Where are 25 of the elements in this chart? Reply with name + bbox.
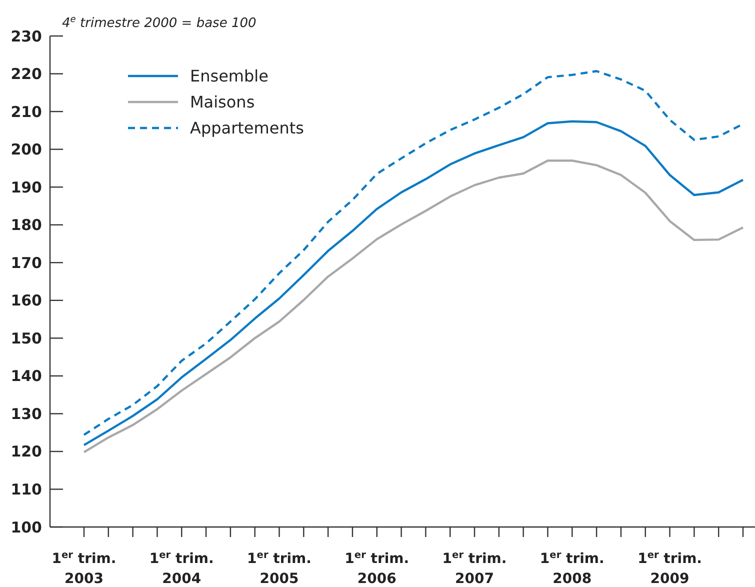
y-tick-label: 140 bbox=[10, 367, 42, 386]
x-tick-label: 1$^{er}$ trim. 2007 bbox=[442, 550, 507, 587]
x-tick-label: 1$^{er}$ trim. 2009 bbox=[638, 550, 702, 587]
y-tick-label: 170 bbox=[10, 254, 42, 272]
y-tick-label: 150 bbox=[10, 329, 42, 348]
y-tick-label: 210 bbox=[10, 102, 42, 121]
y-tick-label: 200 bbox=[10, 140, 42, 159]
y-tick-label: 220 bbox=[10, 65, 42, 84]
chart-subtitle: 4$^{e}$ trimestre 2000 = base 100 bbox=[62, 15, 256, 31]
y-tick-label: 120 bbox=[10, 442, 42, 461]
y-tick-label: 180 bbox=[10, 216, 42, 234]
y-tick-label: 160 bbox=[10, 292, 42, 310]
x-tick-label: 1$^{er}$ trim. 2004 bbox=[149, 550, 214, 587]
x-tick-label: 1$^{er}$ trim. 2003 bbox=[52, 550, 116, 587]
y-tick-label: 100 bbox=[10, 518, 42, 536]
y-tick-label: 130 bbox=[10, 404, 42, 423]
y-tick-label: 110 bbox=[10, 480, 42, 498]
legend-label: Maisons bbox=[190, 92, 255, 112]
x-tick-label: 1$^{er}$ trim. 2008 bbox=[540, 550, 604, 587]
x-tick-label: 1$^{er}$ trim. 2005 bbox=[247, 550, 312, 587]
legend-label: Appartements bbox=[190, 118, 304, 138]
y-tick-label: 230 bbox=[10, 27, 42, 46]
y-tick-label: 190 bbox=[10, 178, 42, 196]
legend-label: Ensemble bbox=[190, 66, 268, 86]
x-tick-label: 1$^{er}$ trim. 2006 bbox=[344, 550, 410, 587]
